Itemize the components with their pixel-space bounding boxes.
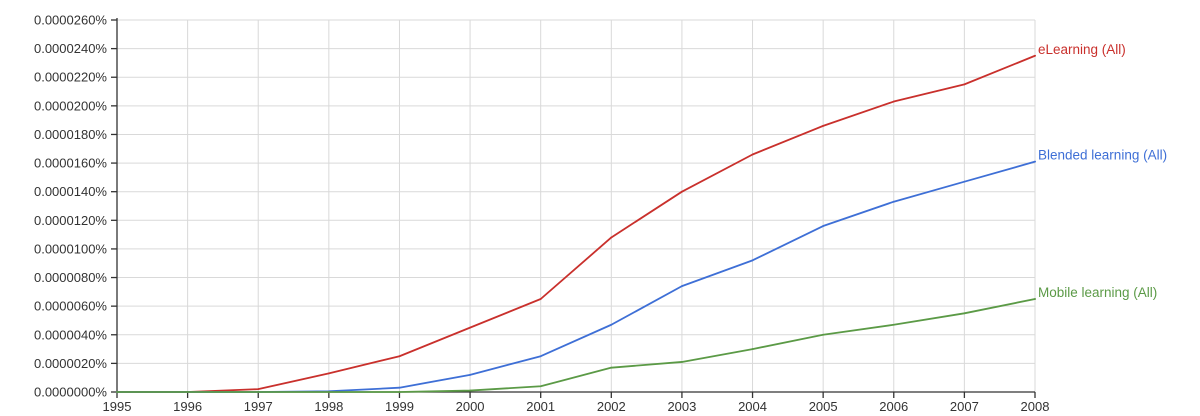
data-point	[257, 388, 260, 391]
data-point	[751, 153, 754, 156]
y-tick-label: 0.0000260%	[34, 13, 107, 28]
data-point	[892, 200, 895, 203]
y-tick-label: 0.0000100%	[34, 241, 107, 256]
data-point	[1034, 298, 1036, 300]
y-tick-label: 0.0000200%	[34, 98, 107, 113]
data-point	[751, 348, 754, 350]
data-point	[1034, 54, 1036, 57]
data-point	[398, 386, 401, 389]
y-tick-label: 0.0000080%	[34, 270, 107, 285]
data-point	[539, 298, 542, 300]
series-line-2	[116, 298, 1036, 393]
data-point	[681, 361, 683, 363]
data-point	[892, 100, 895, 103]
y-tick-label: 0.0000000%	[34, 385, 107, 400]
y-tick-label: 0.0000060%	[34, 299, 107, 314]
data-point	[398, 391, 401, 393]
y-tick-label: 0.0000180%	[34, 127, 107, 142]
y-tick-label: 0.0000040%	[34, 327, 107, 342]
data-point	[822, 333, 825, 336]
data-point	[539, 385, 542, 388]
x-tick-label: 1997	[244, 399, 273, 414]
y-tick-label: 0.0000220%	[34, 70, 107, 85]
y-tick-label: 0.0000140%	[34, 184, 107, 199]
series-line-1	[116, 160, 1036, 393]
data-point	[469, 389, 471, 392]
data-point	[963, 83, 966, 86]
series-line-0	[116, 54, 1036, 393]
x-tick-label: 2007	[950, 399, 979, 414]
data-point	[963, 312, 966, 315]
data-point	[257, 391, 260, 393]
x-tick-label: 1998	[314, 399, 343, 414]
series-label: Mobile learning (All)	[1038, 285, 1157, 300]
axes: 0.0000000% 0.0000020% 0.0000040% 0.0000060%…	[34, 13, 1049, 415]
x-tick-label: 2002	[597, 399, 626, 414]
y-tick-label: 0.0000160%	[34, 156, 107, 171]
grid	[116, 19, 1036, 393]
x-tick-label: 1995	[103, 399, 132, 414]
x-tick-label: 2004	[738, 399, 767, 414]
data-point	[469, 326, 471, 329]
y-tick-label: 0.0000240%	[34, 41, 107, 56]
data-point	[327, 372, 330, 375]
data-point	[892, 323, 895, 326]
y-tick-label: 0.0000120%	[34, 213, 107, 228]
data-point	[681, 190, 683, 193]
x-tick-label: 2008	[1021, 399, 1050, 414]
y-tick-label: 0.0000020%	[34, 356, 107, 371]
data-point	[116, 391, 118, 393]
data-point	[681, 285, 683, 288]
data-point	[398, 355, 401, 358]
data-point	[822, 124, 825, 127]
data-point	[469, 373, 471, 376]
data-point	[610, 323, 613, 326]
data-point	[610, 236, 613, 239]
data-point	[327, 391, 330, 393]
series-label: eLearning (All)	[1038, 42, 1126, 57]
x-tick-label: 2005	[809, 399, 838, 414]
data-point	[610, 366, 613, 369]
x-tick-label: 1999	[385, 399, 414, 414]
data-point	[751, 259, 754, 262]
series-lines	[116, 54, 1036, 393]
x-tick-label: 1996	[173, 399, 202, 414]
x-tick-label: 2000	[456, 399, 485, 414]
series-label: Blended learning (All)	[1038, 148, 1167, 163]
data-point	[186, 391, 189, 393]
data-point	[822, 225, 825, 227]
data-point	[539, 355, 542, 358]
data-point	[963, 180, 966, 183]
series-labels: eLearning (All) Blended learning (All) Mob…	[1038, 42, 1167, 300]
x-tick-label: 2006	[879, 399, 908, 414]
data-point	[1034, 160, 1036, 163]
x-tick-label: 2003	[667, 399, 696, 414]
x-tick-label: 2001	[526, 399, 555, 414]
